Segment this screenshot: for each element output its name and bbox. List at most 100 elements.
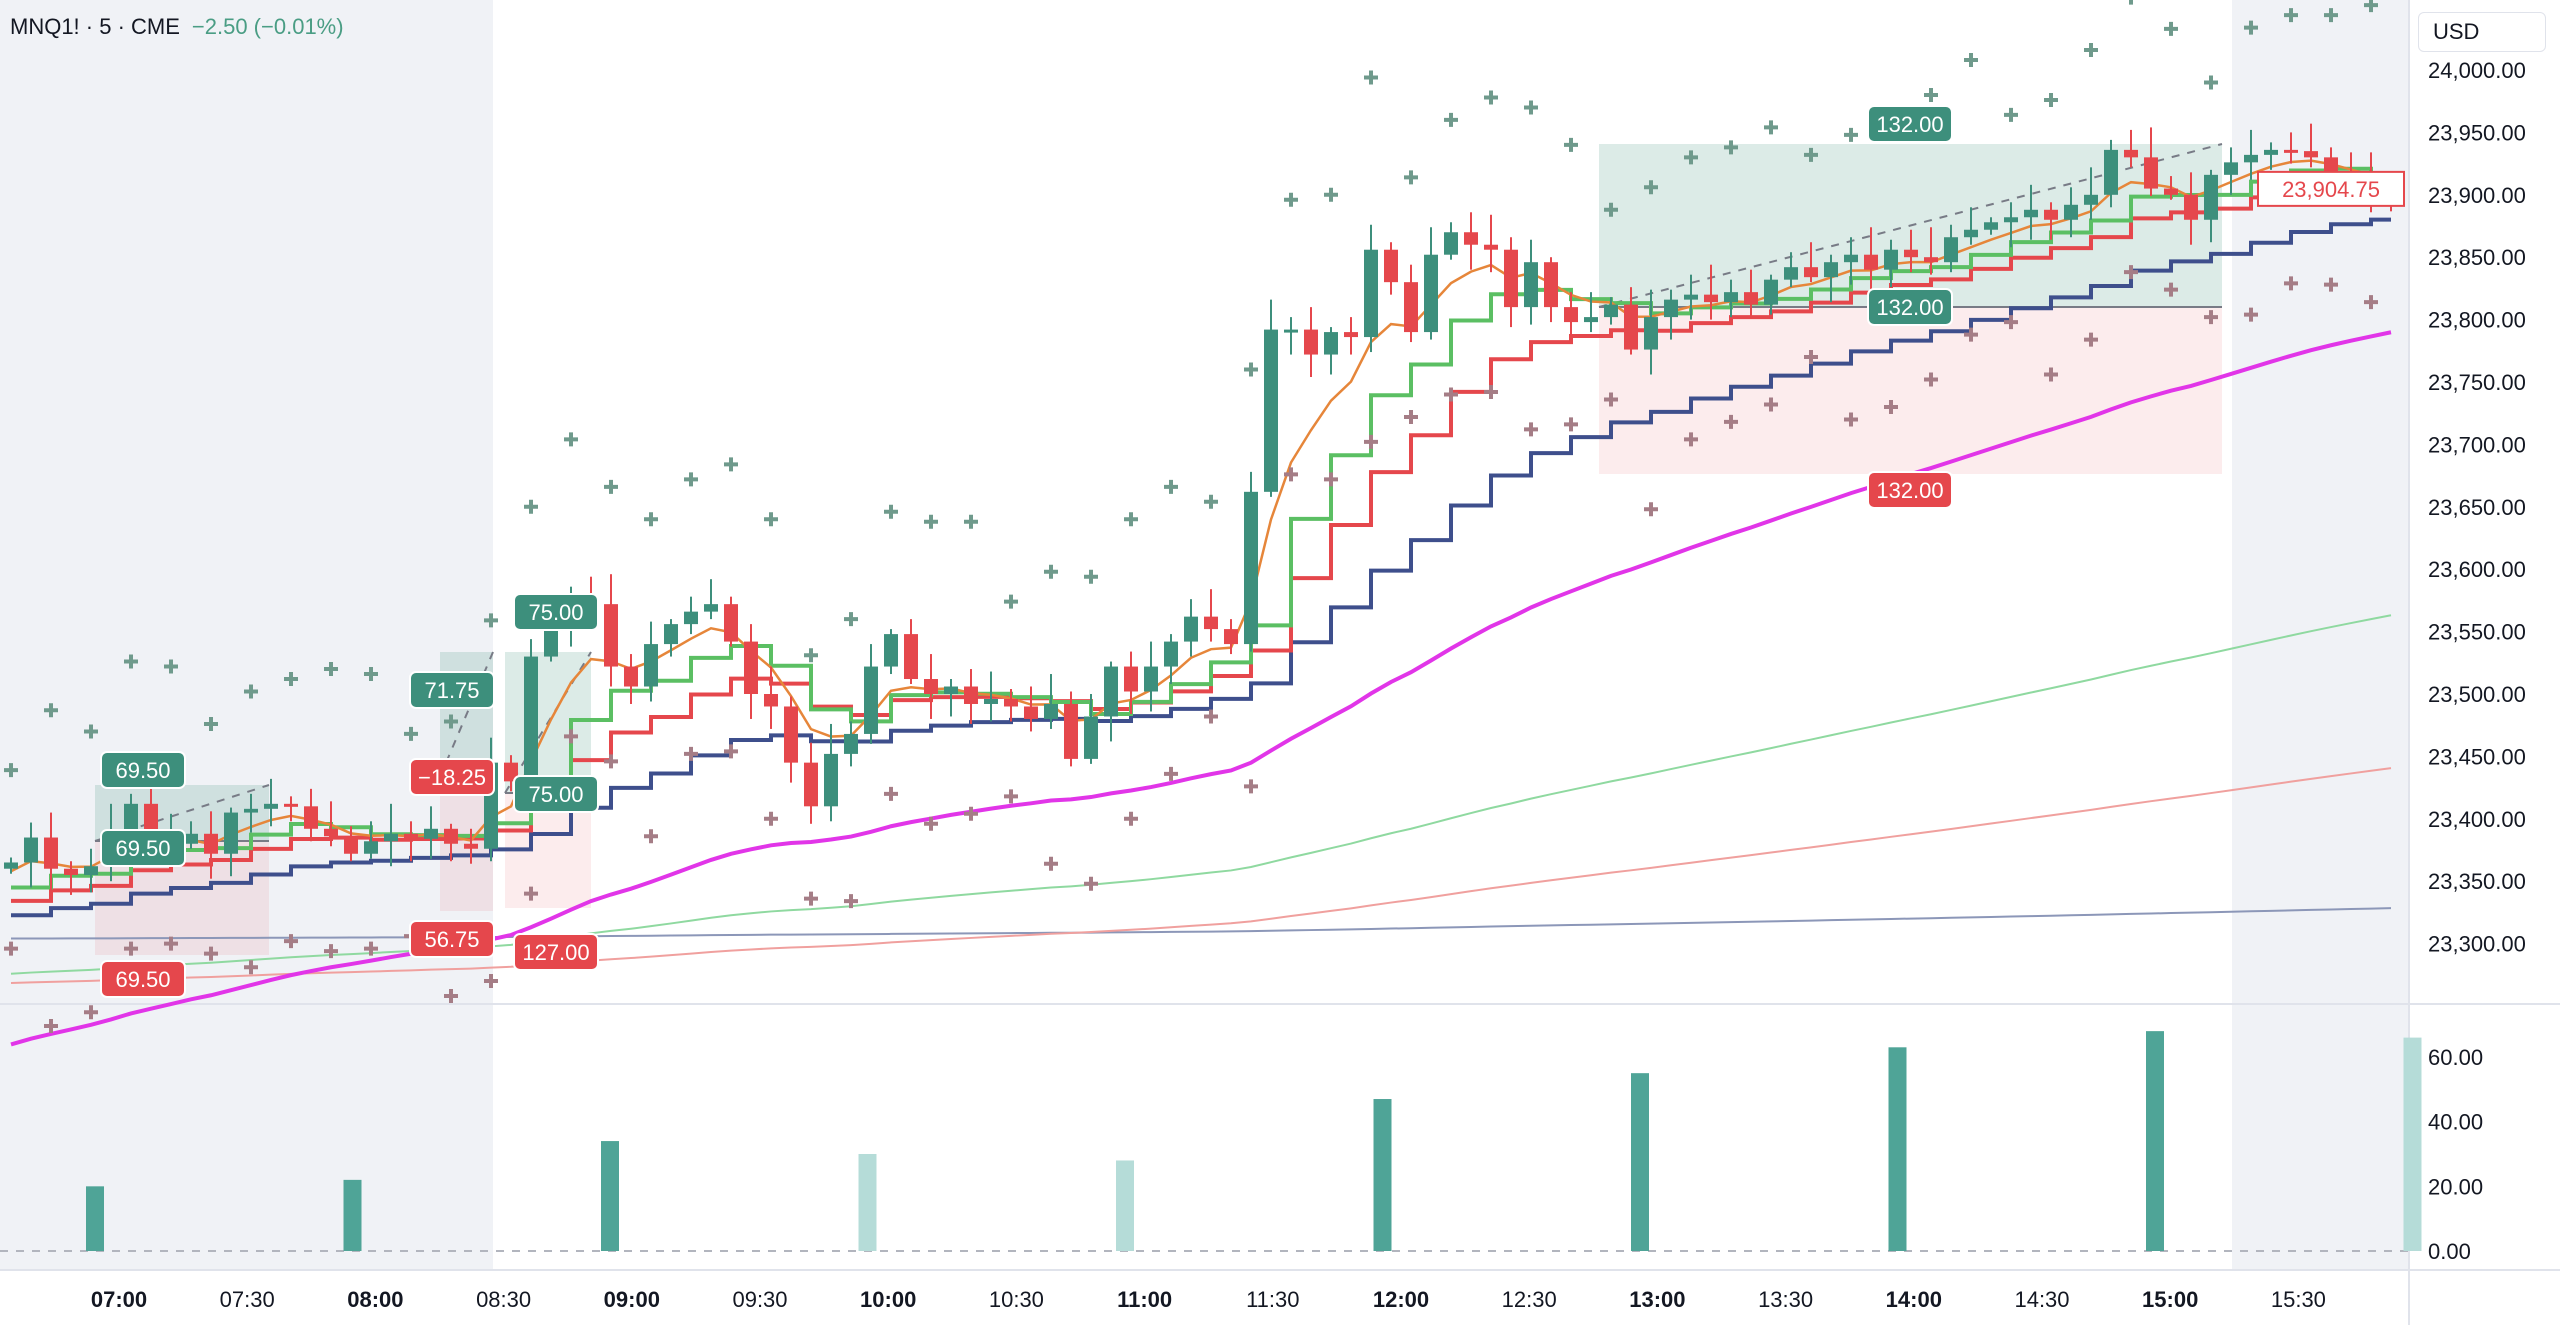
candle [184, 821, 198, 849]
position-target-label: 71.75 [409, 671, 495, 709]
candle [1744, 269, 1758, 318]
candle-body [1904, 249, 1918, 258]
plus-marker-upper-icon [324, 662, 338, 677]
plus-marker-lower-icon [1844, 412, 1858, 427]
candle [824, 723, 838, 822]
candle-body [1164, 641, 1178, 667]
candle-body [1944, 237, 1958, 263]
plus-marker-lower-icon [1524, 422, 1538, 437]
plus-marker-upper-icon [1684, 150, 1698, 165]
candle [1324, 327, 1338, 375]
candle-body [2104, 149, 2118, 195]
candle [1004, 689, 1018, 722]
candle-body [1324, 332, 1338, 355]
currency-button[interactable]: USD [2418, 12, 2546, 52]
candle [1964, 207, 1978, 245]
candle-body [1924, 257, 1938, 263]
plus-marker-lower-icon [2164, 282, 2178, 297]
plus-marker-upper-icon [164, 659, 178, 674]
candle [2084, 167, 2098, 220]
candle [904, 619, 918, 685]
candle [1144, 641, 1158, 712]
candle-body [384, 833, 398, 842]
position-stop-label-bg [409, 920, 495, 958]
candle-body [1804, 267, 1818, 278]
candle [1264, 299, 1278, 497]
candle [644, 621, 658, 702]
plus-marker-lower-icon [324, 944, 338, 959]
position-trend-line [1598, 143, 2223, 308]
position-target-label-bg [100, 751, 186, 789]
candle [1104, 661, 1118, 742]
candle-body [1384, 249, 1398, 283]
position-stop-label-bg [100, 960, 186, 998]
time-tick-label: 15:30 [2271, 1287, 2326, 1312]
candle-body [204, 833, 218, 854]
plus-marker-upper-icon [2164, 21, 2178, 36]
candle-body [2164, 188, 2178, 195]
plus-marker-lower-icon [1564, 417, 1578, 432]
candle [2184, 172, 2198, 245]
candle-body [1584, 317, 1598, 323]
candle [1604, 297, 1618, 325]
plus-marker-lower-icon [1804, 350, 1818, 365]
candle-body [2144, 157, 2158, 189]
candle-body [464, 843, 478, 849]
ma-long-green [10, 614, 2392, 975]
plus-marker-upper-icon [284, 672, 298, 687]
candle [1684, 274, 1698, 320]
plus-marker-upper-icon [2204, 75, 2218, 90]
position-stop-label: 132.00 [1867, 471, 1953, 509]
candle-body [524, 656, 538, 782]
ma-long-red [10, 767, 2392, 984]
volume-tick-label: 60.00 [2428, 1045, 2483, 1070]
position-stop-label-text: 127.00 [522, 940, 589, 965]
plus-marker-lower-icon [2284, 276, 2298, 291]
plus-marker-upper-icon [2044, 92, 2058, 107]
candle-body [604, 604, 618, 667]
plus-marker-upper-icon [2284, 8, 2298, 23]
symbol-legend: MNQ1! · 5 · CME −2.50 (−0.01%) [10, 14, 344, 40]
candle [704, 579, 718, 620]
candle [284, 796, 298, 822]
candle-body [1704, 294, 1718, 303]
plus-marker-lower-icon [804, 891, 818, 906]
time-tick-label: 09:30 [732, 1287, 787, 1312]
plus-marker-upper-icon [1764, 120, 1778, 135]
volume-tick-label: 0.00 [2428, 1239, 2471, 1264]
candle-body [4, 862, 18, 869]
plus-marker-lower-icon [644, 829, 658, 844]
candle [884, 629, 898, 675]
time-tick-label: 08:00 [347, 1287, 403, 1312]
position-stop-label-bg [513, 933, 599, 971]
candle-body [1284, 329, 1298, 333]
position-stop-label-bg [1867, 471, 1953, 509]
plus-marker-upper-icon [2244, 20, 2258, 35]
position-entry-label-text: 132.00 [1876, 295, 1943, 320]
candle-body [2004, 217, 2018, 223]
plus-marker-lower-icon [1324, 472, 1338, 487]
plus-marker-upper-icon [2084, 43, 2098, 58]
candle-body [64, 868, 78, 875]
position-entry-label: 132.00 [1867, 288, 1953, 326]
candle [1844, 237, 1858, 285]
candle-body [2044, 209, 2058, 220]
candle [84, 848, 98, 893]
plus-marker-upper-icon [1244, 362, 1258, 377]
price-tick-label: 23,550.00 [2428, 620, 2526, 645]
candle [1724, 279, 1738, 318]
candle-body [2204, 174, 2218, 220]
candle [204, 811, 218, 879]
position-target-label-bg [1867, 105, 1953, 143]
plus-marker-lower-icon [1684, 432, 1698, 447]
plus-marker-upper-icon [1644, 180, 1658, 195]
position-entry-label-bg [409, 758, 495, 796]
candle-body [224, 812, 238, 854]
candle-body [2024, 209, 2038, 218]
last-price-badge [2257, 170, 2405, 207]
candle [4, 857, 18, 874]
candle [2204, 169, 2218, 243]
candle [804, 742, 818, 824]
candle [1584, 292, 1598, 333]
